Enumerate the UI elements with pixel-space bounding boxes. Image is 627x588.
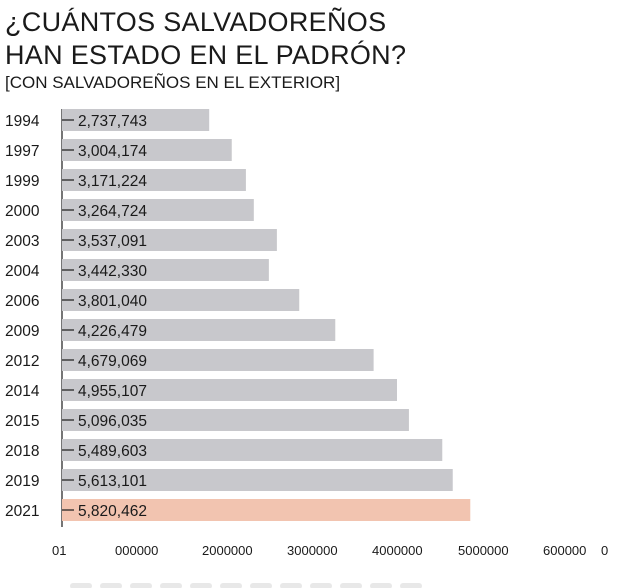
y-tick-label-2019: 2019 — [5, 473, 39, 490]
y-tick-label-2014: 2014 — [5, 383, 40, 400]
cropped-source-line — [70, 576, 490, 588]
data-label-2000: 3,264,724 — [78, 203, 147, 220]
data-label-1994: 2,737,743 — [78, 113, 147, 130]
x-tick-label-7: 0 — [601, 543, 608, 558]
x-tick-label-2: 2000000 — [202, 543, 253, 558]
y-tick-label-2000: 2000 — [5, 203, 40, 220]
bar-2009 — [62, 319, 336, 341]
chart-title: ¿CUÁNTOS SALVADOREÑOS HAN ESTADO EN EL P… — [5, 6, 605, 72]
chart-title-line-1: ¿CUÁNTOS SALVADOREÑOS — [5, 7, 387, 37]
x-tick-label-3: 3000000 — [287, 543, 338, 558]
data-label-2003: 3,537,091 — [78, 233, 147, 250]
data-label-2021: 5,820,462 — [78, 503, 147, 520]
x-tick-label-0: 01 — [52, 543, 66, 558]
y-tick-label-2021: 2021 — [5, 503, 39, 520]
bar-1994 — [62, 109, 210, 131]
bar-2019 — [62, 469, 453, 491]
y-tick-label-2003: 2003 — [5, 233, 39, 250]
data-label-1999: 3,171,224 — [78, 173, 147, 190]
data-label-1997: 3,004,174 — [78, 143, 147, 160]
chart-title-line-2: HAN ESTADO EN EL PADRÓN? — [5, 40, 407, 70]
bar-2004 — [62, 259, 269, 281]
data-label-2012: 4,679,069 — [78, 353, 147, 370]
y-tick-label-2018: 2018 — [5, 443, 39, 460]
data-label-2018: 5,489,603 — [78, 443, 147, 460]
bar-2021 — [62, 499, 471, 521]
data-label-2009: 4,226,479 — [78, 323, 147, 340]
y-tick-label-2015: 2015 — [5, 413, 39, 430]
y-tick-label-2006: 2006 — [5, 293, 39, 310]
bar-2018 — [62, 439, 443, 461]
bar-2014 — [62, 379, 397, 401]
y-tick-label-1997: 1997 — [5, 143, 39, 160]
y-tick-label-2004: 2004 — [5, 263, 40, 280]
data-label-2015: 5,096,035 — [78, 413, 147, 430]
x-tick-label-1: 000000 — [115, 543, 158, 558]
bar-2003 — [62, 229, 277, 251]
bar-2015 — [62, 409, 409, 431]
x-tick-label-6: 600000 — [543, 543, 586, 558]
data-label-2014: 4,955,107 — [78, 383, 147, 400]
y-tick-label-2009: 2009 — [5, 323, 39, 340]
data-label-2006: 3,801,040 — [78, 293, 147, 310]
x-tick-label-5: 5000000 — [458, 543, 509, 558]
bar-1999 — [62, 169, 246, 191]
y-tick-label-2012: 2012 — [5, 353, 39, 370]
y-tick-label-1994: 1994 — [5, 113, 40, 130]
data-label-2004: 3,442,330 — [78, 263, 147, 280]
x-tick-label-4: 4000000 — [372, 543, 423, 558]
bar-1997 — [62, 139, 232, 161]
bar-2012 — [62, 349, 374, 371]
y-tick-label-1999: 1999 — [5, 173, 39, 190]
bar-2000 — [62, 199, 254, 221]
bar-2006 — [62, 289, 300, 311]
chart-subtitle: [CON SALVADOREÑOS EN EL EXTERIOR] — [5, 73, 341, 92]
data-label-2019: 5,613,101 — [78, 473, 147, 490]
